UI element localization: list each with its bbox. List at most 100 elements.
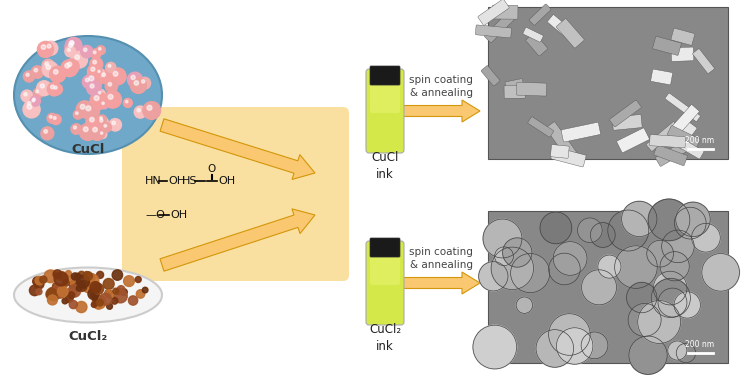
Circle shape bbox=[94, 96, 99, 101]
Circle shape bbox=[651, 278, 690, 318]
FancyBboxPatch shape bbox=[671, 47, 694, 61]
Circle shape bbox=[54, 116, 56, 119]
Circle shape bbox=[86, 273, 95, 283]
Circle shape bbox=[134, 81, 138, 85]
Circle shape bbox=[668, 341, 687, 360]
Circle shape bbox=[104, 278, 114, 290]
Text: OH: OH bbox=[168, 176, 185, 186]
Circle shape bbox=[98, 117, 108, 128]
Circle shape bbox=[79, 123, 97, 141]
Circle shape bbox=[71, 273, 79, 280]
FancyBboxPatch shape bbox=[671, 105, 699, 135]
Circle shape bbox=[91, 293, 96, 298]
Circle shape bbox=[66, 270, 72, 277]
Text: spin coating
& annealing: spin coating & annealing bbox=[409, 75, 473, 98]
Circle shape bbox=[91, 67, 95, 71]
Circle shape bbox=[30, 96, 41, 106]
Circle shape bbox=[65, 63, 70, 68]
Circle shape bbox=[93, 283, 104, 294]
Circle shape bbox=[42, 62, 58, 77]
Circle shape bbox=[83, 127, 88, 132]
Circle shape bbox=[29, 97, 39, 106]
Circle shape bbox=[57, 272, 67, 280]
FancyBboxPatch shape bbox=[651, 69, 673, 85]
Polygon shape bbox=[403, 272, 480, 294]
Circle shape bbox=[581, 332, 608, 359]
Circle shape bbox=[38, 41, 54, 57]
Circle shape bbox=[676, 202, 710, 237]
Circle shape bbox=[104, 91, 122, 108]
Circle shape bbox=[87, 81, 101, 95]
Circle shape bbox=[54, 86, 57, 89]
Circle shape bbox=[23, 101, 40, 118]
Circle shape bbox=[130, 77, 147, 93]
Circle shape bbox=[76, 286, 82, 291]
Circle shape bbox=[76, 275, 89, 288]
Circle shape bbox=[598, 255, 621, 278]
Circle shape bbox=[108, 64, 111, 67]
FancyBboxPatch shape bbox=[671, 120, 697, 149]
FancyBboxPatch shape bbox=[551, 147, 586, 167]
Circle shape bbox=[503, 238, 532, 267]
Circle shape bbox=[23, 71, 35, 82]
FancyBboxPatch shape bbox=[528, 117, 553, 137]
FancyBboxPatch shape bbox=[488, 7, 728, 159]
Circle shape bbox=[536, 330, 574, 367]
Circle shape bbox=[40, 84, 45, 88]
Circle shape bbox=[70, 300, 77, 309]
Polygon shape bbox=[160, 209, 315, 271]
Circle shape bbox=[85, 72, 102, 90]
Circle shape bbox=[540, 212, 572, 244]
Circle shape bbox=[581, 270, 617, 305]
Circle shape bbox=[86, 106, 91, 111]
Circle shape bbox=[26, 73, 29, 76]
Text: —O: —O bbox=[145, 210, 165, 220]
FancyBboxPatch shape bbox=[122, 107, 349, 281]
Circle shape bbox=[48, 295, 57, 305]
FancyBboxPatch shape bbox=[476, 25, 512, 38]
Circle shape bbox=[137, 108, 141, 112]
Circle shape bbox=[71, 124, 82, 134]
Circle shape bbox=[76, 301, 87, 313]
Circle shape bbox=[139, 77, 150, 89]
Text: 200 nm: 200 nm bbox=[686, 136, 714, 145]
Circle shape bbox=[627, 282, 657, 313]
Circle shape bbox=[89, 124, 105, 140]
Text: spin coating
& annealing: spin coating & annealing bbox=[409, 247, 473, 270]
Circle shape bbox=[61, 60, 78, 77]
Circle shape bbox=[45, 62, 48, 65]
Circle shape bbox=[42, 45, 45, 49]
Circle shape bbox=[677, 343, 696, 363]
Circle shape bbox=[90, 57, 103, 70]
Circle shape bbox=[104, 124, 107, 127]
Circle shape bbox=[113, 72, 118, 76]
Circle shape bbox=[92, 295, 106, 309]
Circle shape bbox=[53, 283, 59, 289]
Circle shape bbox=[70, 41, 74, 44]
Circle shape bbox=[41, 127, 54, 140]
Circle shape bbox=[97, 299, 104, 306]
Circle shape bbox=[646, 240, 674, 267]
Circle shape bbox=[100, 119, 103, 122]
FancyBboxPatch shape bbox=[617, 128, 649, 153]
Circle shape bbox=[648, 199, 689, 241]
Text: OH: OH bbox=[170, 210, 187, 220]
Circle shape bbox=[113, 288, 119, 294]
Circle shape bbox=[658, 288, 687, 317]
FancyBboxPatch shape bbox=[654, 145, 687, 166]
Circle shape bbox=[76, 101, 93, 118]
FancyBboxPatch shape bbox=[547, 15, 572, 38]
Circle shape bbox=[54, 286, 66, 298]
Circle shape bbox=[81, 46, 93, 58]
Circle shape bbox=[98, 92, 101, 94]
Circle shape bbox=[100, 293, 111, 305]
Circle shape bbox=[98, 70, 100, 73]
Circle shape bbox=[142, 287, 148, 293]
Circle shape bbox=[65, 40, 80, 55]
Circle shape bbox=[136, 290, 144, 298]
Circle shape bbox=[84, 272, 90, 278]
Circle shape bbox=[34, 69, 38, 72]
FancyBboxPatch shape bbox=[523, 27, 544, 42]
Circle shape bbox=[120, 289, 127, 295]
Circle shape bbox=[109, 68, 126, 85]
